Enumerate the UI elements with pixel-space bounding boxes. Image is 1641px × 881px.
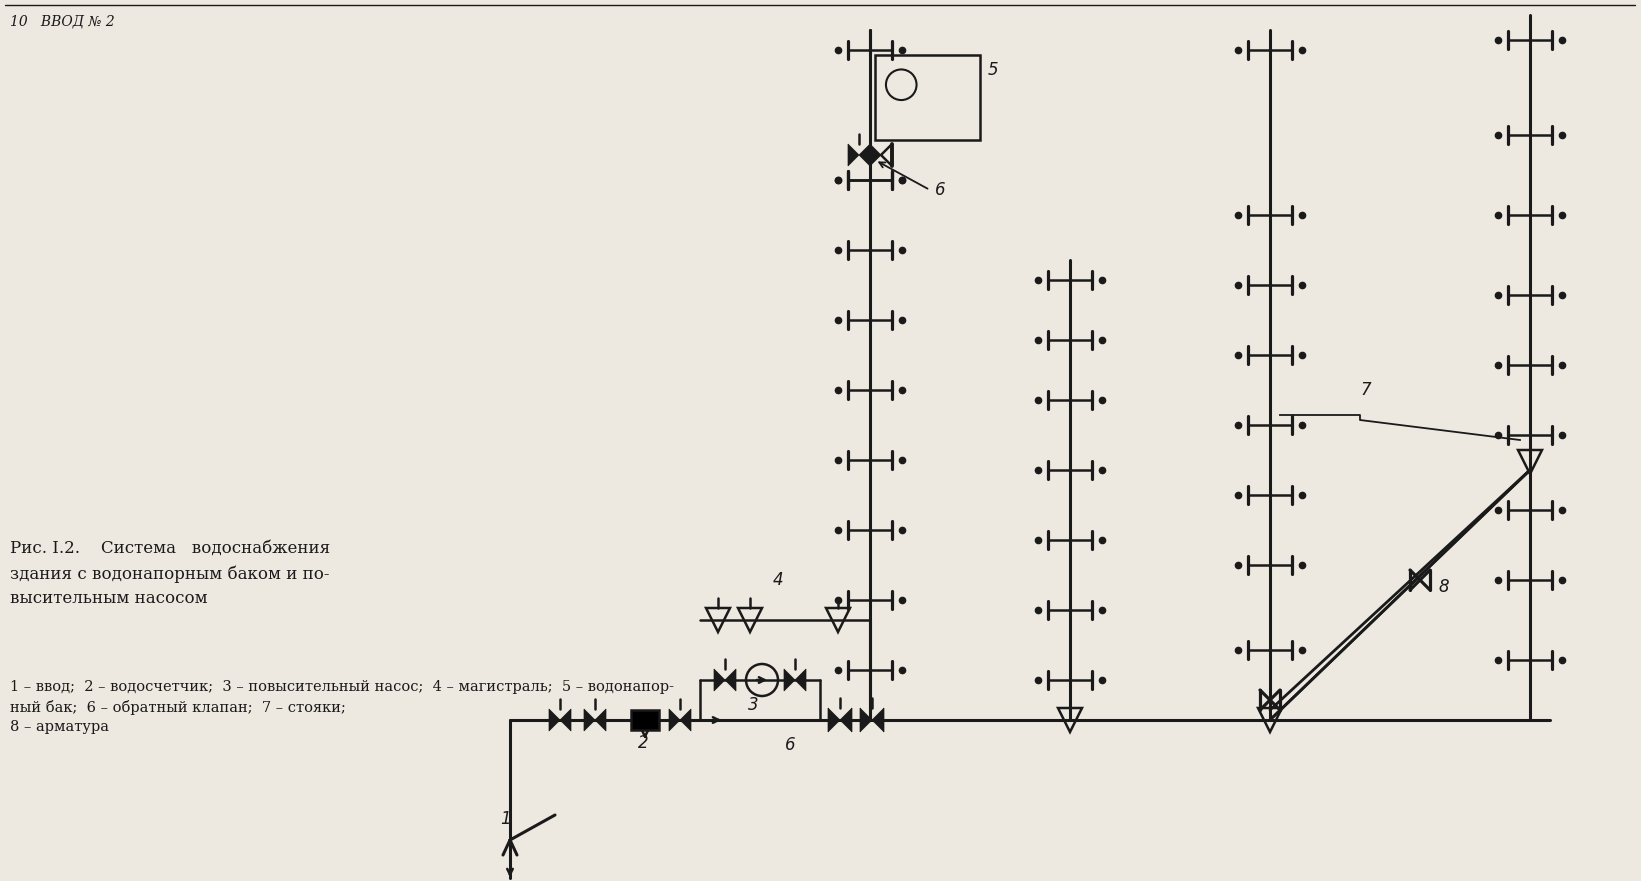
Text: 8: 8 [1438, 578, 1449, 596]
Polygon shape [829, 708, 840, 732]
Text: 1: 1 [501, 810, 510, 828]
Polygon shape [725, 669, 737, 691]
Polygon shape [860, 708, 871, 732]
Text: 4: 4 [773, 571, 784, 589]
Polygon shape [871, 708, 884, 732]
Polygon shape [584, 709, 596, 731]
Text: 10   ВВОД № 2: 10 ВВОД № 2 [10, 14, 115, 28]
Text: 7: 7 [1360, 381, 1370, 399]
Text: 6: 6 [935, 181, 945, 199]
Text: 5: 5 [988, 61, 999, 79]
Text: 1 – ввод;  2 – водосчетчик;  3 – повысительный насос;  4 – магистраль;  5 – водо: 1 – ввод; 2 – водосчетчик; 3 – повысител… [10, 680, 674, 735]
Polygon shape [714, 669, 725, 691]
Polygon shape [550, 709, 560, 731]
Bar [875, 55, 980, 140]
Polygon shape [848, 144, 858, 166]
Polygon shape [670, 709, 679, 731]
Text: 3: 3 [748, 696, 758, 714]
Polygon shape [679, 709, 691, 731]
Polygon shape [596, 709, 606, 731]
Polygon shape [858, 144, 870, 166]
Polygon shape [794, 669, 806, 691]
Text: Рис. I.2.    Система   водоснабжения
здания с водонапорным баком и по-
высительн: Рис. I.2. Система водоснабжения здания с… [10, 540, 330, 607]
Polygon shape [870, 144, 881, 166]
Text: 6: 6 [784, 736, 796, 754]
Text: 2: 2 [638, 734, 648, 752]
Bar [632, 710, 660, 730]
Polygon shape [840, 708, 852, 732]
Polygon shape [560, 709, 571, 731]
Polygon shape [784, 669, 794, 691]
